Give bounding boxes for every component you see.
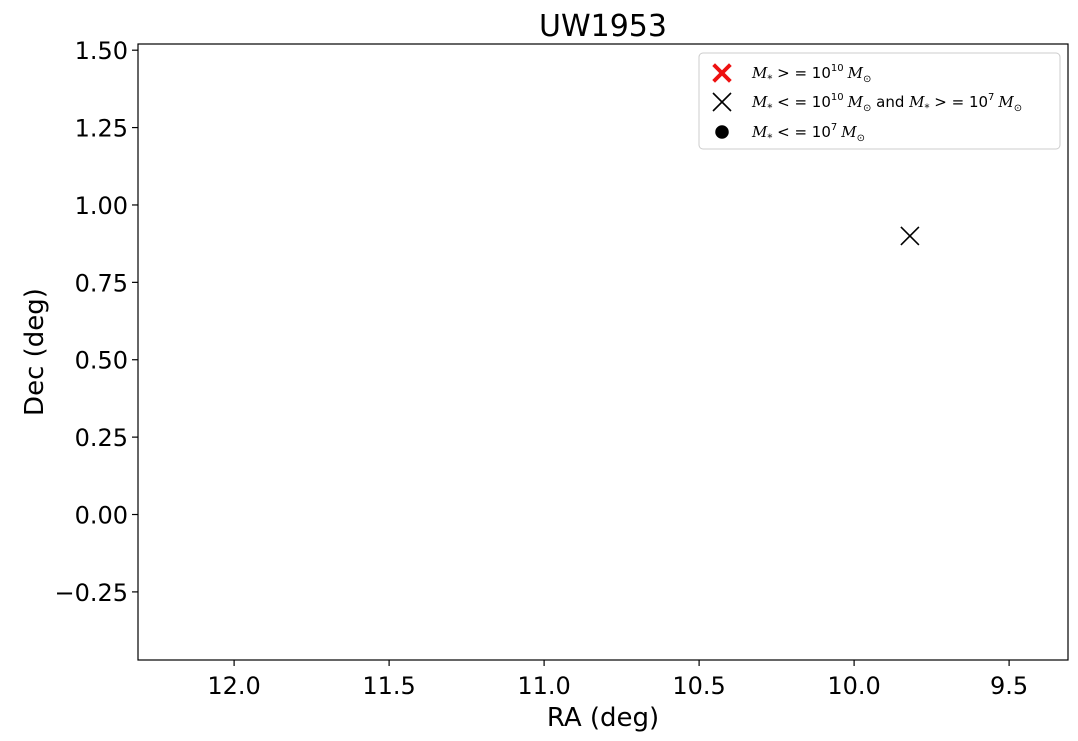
legend-marker-circle <box>715 125 729 139</box>
y-tick-label: 0.50 <box>75 347 128 375</box>
legend-entry-high-mass: M* > = 1010 M⊙ <box>712 63 871 85</box>
x-tick-label: 10.0 <box>827 672 880 700</box>
data-points <box>900 226 920 246</box>
plot-area <box>137 43 1069 661</box>
y-tick-label: −0.25 <box>54 579 128 607</box>
y-tick-label: 1.00 <box>75 192 128 220</box>
x-tick-label: 10.5 <box>672 672 725 700</box>
x-tick-label: 11.0 <box>517 672 570 700</box>
legend-symbol <box>712 63 732 83</box>
legend-entry-mid-mass: M* < = 1010 M⊙ and M* > = 107 M⊙ <box>712 92 1022 114</box>
x-tick-label: 11.5 <box>362 672 415 700</box>
y-tick-label: 0.00 <box>75 502 128 530</box>
chart-title: UW1953 <box>539 9 667 44</box>
legend-entry-low-mass: M* < = 107 M⊙ <box>715 122 865 144</box>
x-axis: 12.0 11.5 11.0 10.5 10.0 9.5 <box>207 660 1028 700</box>
legend-marker-x <box>712 92 732 112</box>
legend-box <box>698 52 1061 150</box>
legend-symbol <box>715 125 729 139</box>
legend-marker-thick-x <box>712 63 732 83</box>
y-tick-label: 1.25 <box>75 115 128 143</box>
data-point <box>900 226 920 246</box>
legend: M* > = 1010 M⊙ M* < = 1010 M⊙ and M* > = 1… <box>698 52 1061 150</box>
y-axis: 1.50 1.25 1.00 0.75 0.50 0.25 0.00 −0.25 <box>54 37 138 607</box>
y-tick-label: 1.50 <box>75 37 128 65</box>
x-tick-label: 9.5 <box>990 672 1028 700</box>
y-tick-label: 0.75 <box>75 269 128 297</box>
x-tick-label: 12.0 <box>207 672 260 700</box>
x-axis-label: RA (deg) <box>547 703 659 733</box>
legend-symbol <box>712 92 732 112</box>
y-tick-label: 0.25 <box>75 424 128 452</box>
y-axis-label: Dec (deg) <box>20 288 50 416</box>
